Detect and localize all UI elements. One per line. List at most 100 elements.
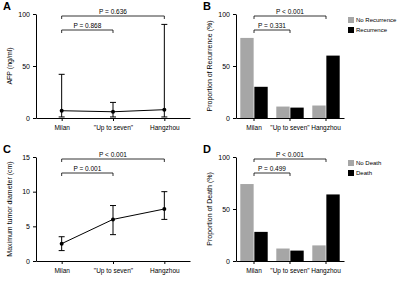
y-tick-label: 0 xyxy=(26,258,30,265)
y-tick-mark xyxy=(233,14,236,15)
y-tick-mark xyxy=(33,261,36,262)
bar xyxy=(312,245,325,261)
y-tick-label: 0 xyxy=(226,258,230,265)
y-tick-label: 5 xyxy=(26,223,30,230)
x-tick-label: "Up to seven" xyxy=(94,124,134,132)
y-tick-label: 100 xyxy=(218,154,230,161)
y-tick-label: 100 xyxy=(18,11,30,18)
error-bar-cap xyxy=(161,191,167,192)
legend-swatch xyxy=(348,170,354,176)
y-tick: 100 xyxy=(18,11,36,18)
error-bar-stem xyxy=(164,192,165,220)
error-bar-cap xyxy=(59,250,65,251)
y-tick-label: 10 xyxy=(22,188,30,195)
bar xyxy=(312,106,325,118)
y-tick-label: 50 xyxy=(22,63,30,70)
panel: DMilan"Up to seven"Hangzhou050100Proport… xyxy=(203,143,381,275)
point xyxy=(60,242,64,246)
line xyxy=(62,209,165,244)
x-tick-label: Hangzhou xyxy=(311,267,341,275)
plot-area xyxy=(59,24,168,117)
y-tick-mark xyxy=(233,118,236,119)
bracket xyxy=(254,30,290,33)
bracket xyxy=(62,159,165,162)
y-tick-mark xyxy=(33,66,36,67)
y-tick-label: 50 xyxy=(222,206,230,213)
y-tick-mark xyxy=(233,261,236,262)
y-tick: 5 xyxy=(26,223,36,230)
annotation: P < 0.001 xyxy=(276,151,304,158)
error-bar xyxy=(59,237,65,251)
y-tick: 0 xyxy=(226,115,236,122)
x-axis: Milan "Up to seven"Hangzhou xyxy=(237,261,345,275)
bracket xyxy=(62,173,113,176)
panel: AMilan"Up to seven"Hangzhou050100AFP (ng… xyxy=(3,0,191,132)
bar xyxy=(254,232,267,261)
annotation: P = 0.868 xyxy=(73,22,101,29)
error-bar-cap xyxy=(161,24,167,25)
x-tick: "Up to seven" xyxy=(270,261,310,275)
bar xyxy=(276,249,289,261)
y-axis-title: Maximum tumor diameter (cm) xyxy=(6,161,14,256)
annotation: P = 0.001 xyxy=(73,165,101,172)
error-bar-cap xyxy=(161,116,167,117)
x-tick: Milan xyxy=(54,118,70,131)
y-tick: 0 xyxy=(26,115,36,122)
plot-area xyxy=(240,38,339,118)
bar xyxy=(254,87,267,118)
error-bar-cap xyxy=(59,74,65,75)
annotation: P = 0.331 xyxy=(258,22,286,29)
legend: No DeathDeath xyxy=(348,160,381,176)
y-tick-mark xyxy=(33,192,36,193)
y-tick: 0 xyxy=(26,258,36,265)
legend-label: Death xyxy=(356,170,372,176)
y-axis: 0 50 100 xyxy=(218,154,236,265)
legend-swatch xyxy=(348,160,354,166)
x-tick: Hangzhou xyxy=(150,261,180,275)
x-tick: Milan xyxy=(246,261,262,274)
bracket xyxy=(254,159,326,162)
y-axis-title: Proportion of Recurrence (%) xyxy=(206,20,214,111)
x-tick-mark xyxy=(290,118,291,121)
y-tick: 0 xyxy=(226,258,236,265)
error-bar xyxy=(161,192,167,220)
annotation: P = 0.499 xyxy=(258,165,286,172)
bar xyxy=(240,184,253,261)
y-axis-title: AFP (ng/ml) xyxy=(6,47,14,84)
x-tick-label: Milan xyxy=(54,267,70,274)
annotation: P < 0.001 xyxy=(276,8,304,15)
bracket xyxy=(254,173,290,176)
panel-label: A xyxy=(3,0,11,12)
x-tick-label: Hangzhou xyxy=(311,124,341,132)
y-tick: 50 xyxy=(222,206,236,213)
x-tick: Milan xyxy=(54,261,70,274)
x-axis: Milan"Up to seven"Hangzhou xyxy=(237,118,345,132)
legend-swatch xyxy=(348,27,354,33)
error-bar xyxy=(110,102,116,117)
x-tick-label: Milan xyxy=(54,124,70,131)
error-bar-cap xyxy=(110,102,116,103)
x-tick: "Up to seven" xyxy=(94,118,134,132)
x-tick-mark xyxy=(254,118,255,121)
bar xyxy=(326,56,339,118)
x-axis: Milan"Up to seven"Hangzhou xyxy=(37,118,191,132)
panel: CMilan"Up to seven"Hangzhou051015Maximum… xyxy=(3,143,191,275)
y-tick: 50 xyxy=(222,63,236,70)
error-bar-cap xyxy=(59,236,65,237)
y-tick-mark xyxy=(233,157,236,158)
y-tick-label: 50 xyxy=(222,63,230,70)
point xyxy=(111,217,115,221)
bracket xyxy=(254,16,326,19)
point xyxy=(162,207,166,211)
x-tick-mark xyxy=(254,261,255,264)
x-tick-label: "Up to seven" xyxy=(94,267,134,275)
plot-area xyxy=(240,184,339,261)
x-tick-label: Milan xyxy=(246,267,262,274)
y-tick: 100 xyxy=(218,154,236,161)
error-bar xyxy=(161,24,167,117)
bar xyxy=(290,108,303,118)
x-tick-label: "Up to seven" xyxy=(270,267,310,275)
plot-area xyxy=(59,192,168,251)
legend-label: No Recurrence xyxy=(356,17,397,23)
axis-line xyxy=(236,158,237,262)
